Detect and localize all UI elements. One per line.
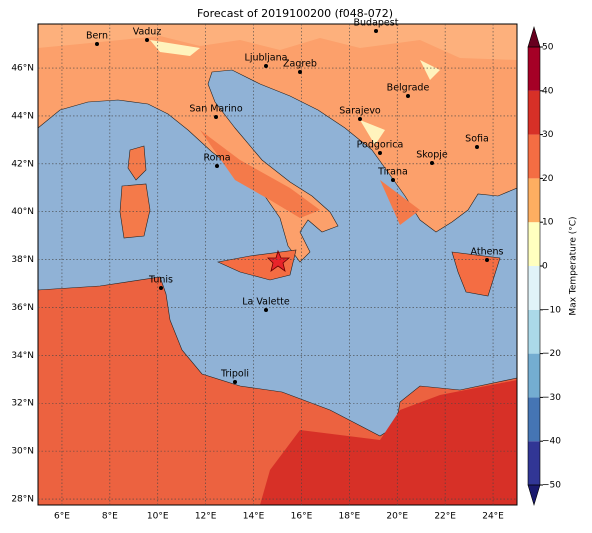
city-dot <box>214 115 218 119</box>
city-dot <box>264 64 268 68</box>
city-label: San Marino <box>189 104 242 115</box>
city-dot <box>145 38 149 42</box>
x-tick-label: 6°E <box>54 512 70 522</box>
y-tick-label: 36°N <box>11 303 34 313</box>
colorbar-tick-label: −10 <box>542 305 561 315</box>
city-dot <box>159 286 163 290</box>
cool-area <box>150 40 440 145</box>
hot-area <box>260 380 517 505</box>
marker-star <box>267 249 291 272</box>
city-label: Podgorica <box>357 140 404 151</box>
city-label: Athens <box>471 247 504 258</box>
colorbar-over <box>527 25 541 48</box>
colorbar-bin <box>528 266 540 310</box>
city-label: Budapest <box>354 18 399 29</box>
y-tick-label: 28°N <box>11 495 34 505</box>
colorbar-label: Max Temperature (°C) <box>569 216 579 315</box>
title: Forecast of 2019100200 (f048-072) <box>197 7 393 20</box>
colorbar-tick-label: 0 <box>542 262 548 272</box>
colorbar-bin <box>528 441 540 485</box>
city-dot <box>430 161 434 165</box>
city-dot <box>233 380 237 384</box>
city-dot <box>215 164 219 168</box>
colorbar-tick-label: −20 <box>542 349 561 359</box>
city-label: Tunis <box>148 275 173 286</box>
colorbar-bin <box>528 397 540 442</box>
city-label: Skopje <box>416 150 448 161</box>
colorbar-tick-label: 10 <box>542 218 554 228</box>
x-tick-label: 10°E <box>147 512 169 522</box>
city-label: Ljubljana <box>245 53 288 64</box>
peloponnese <box>451 251 501 297</box>
city-label: Tirana <box>377 167 408 178</box>
y-tick-label: 40°N <box>11 207 34 217</box>
colorbar-tick-label: −30 <box>542 393 561 403</box>
x-tick-label: 12°E <box>195 512 217 522</box>
sardinia <box>119 183 151 239</box>
city-label: La Valette <box>242 297 290 308</box>
colorbar-bin <box>528 47 540 91</box>
city-label: Roma <box>203 153 230 164</box>
colorbar-tick-label: 40 <box>542 86 554 96</box>
map-frame <box>37 23 518 506</box>
y-tick-label: 46°N <box>11 64 34 74</box>
city-label: Bern <box>86 31 108 42</box>
city-label: Vaduz <box>133 27 162 38</box>
city-dot <box>298 70 302 74</box>
corsica <box>127 145 147 181</box>
city-dot <box>391 178 395 182</box>
colorbar-bin <box>528 353 540 398</box>
x-tick-label: 14°E <box>243 512 265 522</box>
city-dot <box>374 29 378 33</box>
x-tick-label: 8°E <box>102 512 118 522</box>
city-label: Zagreb <box>283 59 317 70</box>
y-tick-label: 34°N <box>11 351 34 361</box>
colorbar-bin <box>528 178 540 223</box>
colorbar-bin <box>528 90 540 135</box>
colorbar-bin <box>528 309 540 354</box>
colorbar-tick-label: −40 <box>542 437 561 447</box>
city-label: Belgrade <box>387 83 430 94</box>
y-tick-label: 32°N <box>11 399 34 409</box>
warm-area <box>200 130 420 225</box>
colorbar-bin <box>528 222 540 266</box>
colorbar-tick-label: 20 <box>542 174 554 184</box>
land-north <box>38 24 517 60</box>
colorbar-bin <box>528 134 540 179</box>
city-dot <box>264 308 268 312</box>
colorbar-tick-label: 50 <box>542 43 554 53</box>
city-dot <box>378 151 382 155</box>
city-dot <box>406 94 410 98</box>
colorbar-tick-label: 30 <box>542 130 554 140</box>
x-tick-label: 22°E <box>434 512 456 522</box>
y-tick-label: 30°N <box>11 447 34 457</box>
x-tick-label: 16°E <box>291 512 313 522</box>
colorbar-under <box>527 484 541 507</box>
colorbar-tick-label: −50 <box>542 481 561 491</box>
city-label: Sofia <box>465 134 489 145</box>
x-tick-label: 18°E <box>339 512 361 522</box>
y-tick-label: 42°N <box>11 159 34 169</box>
city-dot <box>358 117 362 121</box>
city-label: Sarajevo <box>339 106 381 117</box>
city-dot <box>475 145 479 149</box>
y-tick-label: 38°N <box>11 255 34 265</box>
map <box>37 23 518 506</box>
city-dot <box>485 258 489 262</box>
city-label: Tripoli <box>220 369 249 380</box>
city-dot <box>95 42 99 46</box>
y-tick-label: 44°N <box>11 111 34 121</box>
x-tick-label: 24°E <box>482 512 504 522</box>
x-tick-label: 20°E <box>386 512 408 522</box>
